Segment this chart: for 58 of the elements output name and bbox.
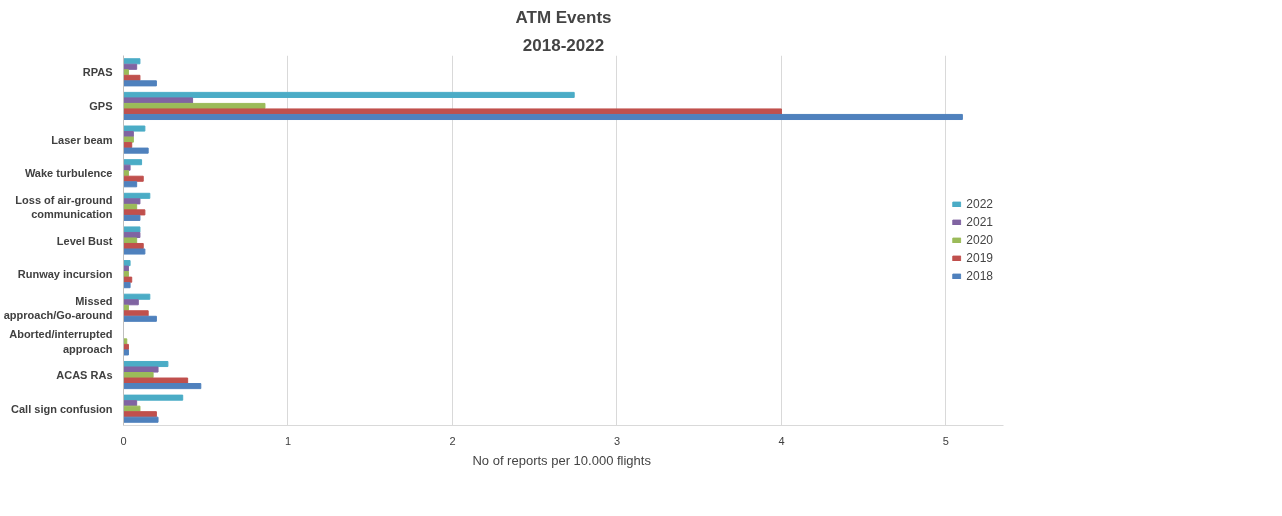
bar	[123, 299, 139, 306]
x-tick-label: 4	[778, 434, 785, 447]
bar	[123, 226, 141, 233]
bar	[123, 209, 146, 216]
bar	[123, 377, 189, 384]
legend-label: 2019	[966, 251, 993, 265]
bar	[123, 136, 134, 143]
x-tick-label: 1	[284, 434, 292, 447]
x-tick-label: 5	[942, 434, 949, 447]
legend-label: 2021	[966, 215, 993, 229]
bar	[123, 91, 575, 98]
bar	[123, 248, 146, 255]
y-tick-label: ACAS RAs	[56, 369, 113, 382]
bar	[123, 198, 141, 205]
bar	[123, 125, 146, 132]
bar	[123, 147, 149, 154]
y-tick-label: Laser beam	[51, 133, 113, 146]
bar	[123, 159, 143, 166]
bar	[123, 315, 157, 322]
x-tick-label: 2	[449, 434, 456, 447]
bar	[123, 170, 129, 177]
bar	[123, 310, 149, 317]
y-tick-label: Missed approach/Go-around	[3, 294, 113, 321]
y-tick-label: Aborted/interrupted approach	[9, 328, 113, 355]
bar	[123, 214, 141, 221]
bar	[123, 181, 138, 188]
bar	[123, 383, 202, 390]
bar	[123, 366, 159, 373]
bar	[123, 113, 963, 121]
bar	[123, 80, 157, 87]
bar	[123, 108, 782, 115]
bar	[123, 282, 131, 289]
legend-label: 2020	[966, 233, 993, 247]
bar	[123, 237, 138, 244]
y-tick-label: GPS	[89, 99, 113, 112]
bar	[123, 276, 133, 283]
bar	[123, 394, 184, 401]
y-tick-label: Wake turbulence	[24, 167, 113, 180]
bar	[123, 58, 141, 65]
y-tick-label: Runway incursion	[17, 268, 113, 281]
y-tick-label: Level Bust	[56, 234, 113, 247]
x-tick-label: 3	[613, 434, 621, 447]
bar	[123, 349, 129, 356]
chart-subtitle: 2018-2022	[522, 35, 605, 55]
legend-label: 2022	[966, 197, 993, 211]
bar	[123, 416, 159, 423]
x-axis-title: No of reports per 10.000 flights	[472, 452, 652, 468]
bar	[123, 69, 129, 76]
bar	[123, 411, 157, 418]
legend-label: 2018	[966, 269, 993, 283]
y-tick-label: Call sign confusion	[11, 402, 113, 415]
y-tick-label: RPAS	[82, 66, 113, 79]
bar	[123, 265, 129, 272]
x-tick-label: 0	[120, 434, 127, 447]
bar	[123, 405, 141, 412]
bar	[123, 97, 194, 104]
y-tick-label: Loss of air-ground communication	[15, 193, 113, 221]
chart-title: ATM Events	[515, 7, 612, 27]
